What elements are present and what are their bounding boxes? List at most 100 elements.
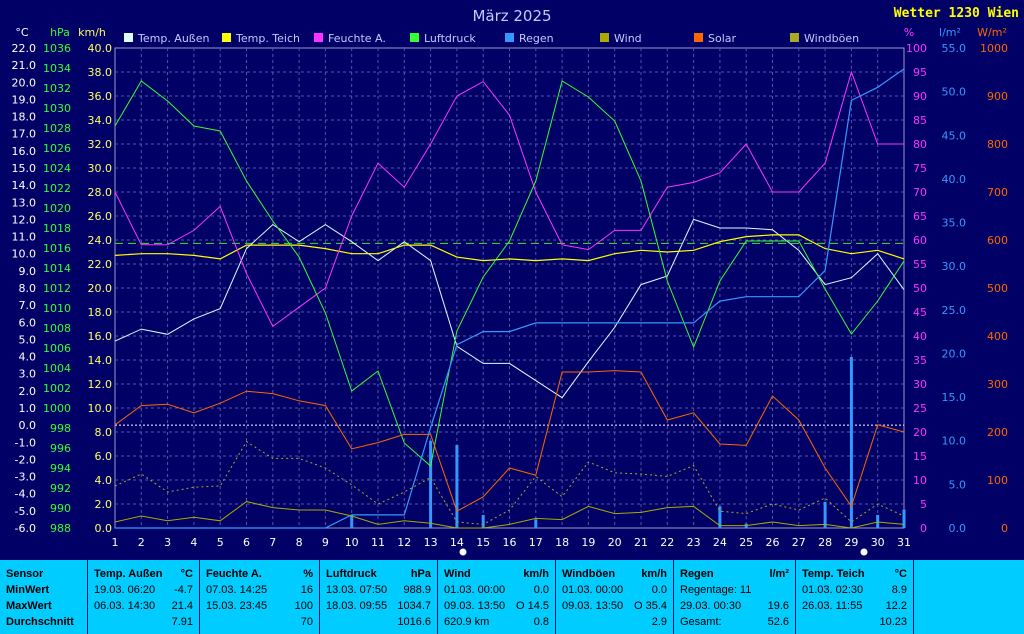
day-tick-label: 17 xyxy=(529,536,543,549)
legend-swatch xyxy=(600,33,609,42)
pressure-tick-label: 1018 xyxy=(43,222,71,235)
legend-label: Temp. Außen xyxy=(137,32,210,45)
row-label-max: MaxWert xyxy=(6,600,52,612)
wind-tick-label: 34.0 xyxy=(88,114,113,127)
day-tick-label: 21 xyxy=(634,536,648,549)
pressure-tick-label: 1002 xyxy=(43,382,71,395)
rain-tick-label: 35.0 xyxy=(942,217,967,230)
wind-tick-label: 28.0 xyxy=(88,186,113,199)
temp-tick-label: 19.0 xyxy=(12,93,37,106)
pressure-tick-label: 992 xyxy=(50,482,71,495)
stats-block: Luftdruck hPa 13.03. 07:50 988.9 18.03. 09:5… xyxy=(320,560,438,634)
day-tick-label: 27 xyxy=(792,536,806,549)
day-tick-label: 2 xyxy=(138,536,145,549)
max-value: 19.6 xyxy=(767,600,789,612)
day-tick-label: 26 xyxy=(766,536,780,549)
series-layer xyxy=(114,68,906,529)
humidity-tick-label: 90 xyxy=(913,90,927,103)
wind-tick-label: 14.0 xyxy=(88,354,113,367)
legend-swatch xyxy=(314,33,323,42)
solar-tick-label: 200 xyxy=(987,426,1008,439)
temp-tick-label: -3.0 xyxy=(15,471,36,484)
humidity-tick-label: 20 xyxy=(913,426,927,439)
day-tick-label: 23 xyxy=(687,536,701,549)
avg-value: 7.91 xyxy=(171,616,193,628)
wind-tick-label: 0.0 xyxy=(95,522,113,535)
wind-tick-label: 38.0 xyxy=(88,66,113,79)
stats-block-title: Temp. Außen xyxy=(94,568,163,580)
stats-block-title: Feuchte A. xyxy=(206,568,262,580)
temp-tick-label: 22.0 xyxy=(12,42,37,55)
min-value: -4.7 xyxy=(174,584,193,596)
rain-daily-bar xyxy=(849,356,853,528)
wind-unit: km/h xyxy=(78,26,106,39)
weather-chart: März 2025 Wetter 1230 Wien °C hPa km/h %… xyxy=(12,6,1019,557)
stats-block: Regen l/m² Regentage: 11 29.03. 00:30 19.6 Ge… xyxy=(674,560,796,634)
grid xyxy=(114,47,905,529)
solar-tick-label: 0 xyxy=(1001,522,1008,535)
pressure-tick-label: 1034 xyxy=(43,62,71,75)
wind-tick-label: 12.0 xyxy=(88,378,113,391)
humidity-tick-label: 95 xyxy=(913,66,927,79)
avg-value: 2.9 xyxy=(651,616,667,628)
pressure-tick-label: 1016 xyxy=(43,242,71,255)
day-tick-label: 28 xyxy=(818,536,832,549)
chart-title: März 2025 xyxy=(472,7,551,25)
stats-block-unit: km/h xyxy=(641,568,667,580)
pressure-tick-label: 1008 xyxy=(43,322,71,335)
humidity-tick-label: 15 xyxy=(913,450,927,463)
pressure-tick-label: 1026 xyxy=(43,142,71,155)
avg-extra: Gesamt: xyxy=(680,616,722,628)
series-line xyxy=(114,234,905,262)
stats-block: Temp. Teich °C 01.03. 02:30 8.9 26.03. 11:55… xyxy=(796,560,914,634)
day-tick-label: 29 xyxy=(844,536,858,549)
wind-tick-label: 8.0 xyxy=(95,426,113,439)
temp-tick-label: 17.0 xyxy=(12,128,37,141)
pressure-tick-label: 1024 xyxy=(43,162,71,175)
humidity-tick-label: 65 xyxy=(913,210,927,223)
row-label-min: MinWert xyxy=(6,584,50,596)
day-tick-label: 16 xyxy=(503,536,517,549)
rain-daily-bar xyxy=(455,445,459,528)
row-label-sensor: Sensor xyxy=(6,568,44,580)
min-value: 0.0 xyxy=(651,584,667,596)
rain-tick-label: 30.0 xyxy=(942,260,967,273)
stats-block-unit: °C xyxy=(894,568,907,580)
wind-tick-label: 24.0 xyxy=(88,234,113,247)
day-tick-label: 7 xyxy=(269,536,276,549)
rain-tick-label: 45.0 xyxy=(942,129,967,142)
rain-daily-bar xyxy=(876,514,880,528)
day-tick-label: 11 xyxy=(371,536,385,549)
humidity-unit: % xyxy=(904,26,914,39)
pressure-tick-label: 1006 xyxy=(43,342,71,355)
legend-label: Temp. Teich xyxy=(235,32,300,45)
temp-tick-label: 6.0 xyxy=(19,316,37,329)
moon-markers xyxy=(458,547,869,557)
max-time: 15.03. 23:45 xyxy=(206,600,268,612)
legend-swatch xyxy=(694,33,703,42)
legend-label: Wind xyxy=(614,32,642,45)
temp-tick-label: 0.0 xyxy=(19,419,37,432)
day-tick-label: 6 xyxy=(243,536,250,549)
max-time: 18.03. 09:55 xyxy=(326,600,388,612)
wind-tick-label: 10.0 xyxy=(88,402,113,415)
station-brand: Wetter 1230 Wien xyxy=(894,6,1019,21)
rain-daily-bar xyxy=(823,501,827,528)
min-value: 0.0 xyxy=(533,584,549,596)
series-line xyxy=(114,218,905,399)
wind-tick-label: 26.0 xyxy=(88,210,113,223)
pressure-tick-label: 1032 xyxy=(43,82,71,95)
humidity-tick-label: 55 xyxy=(913,258,927,271)
min-time: 19.03. 06:20 xyxy=(94,584,156,596)
day-tick-label: 30 xyxy=(871,536,885,549)
pressure-tick-label: 1014 xyxy=(43,262,71,275)
stats-block: Feuchte A.% 07.03. 14:25 16 15.03. 23:45 100… xyxy=(200,560,320,634)
avg-value: 0.8 xyxy=(533,616,549,628)
temp-tick-label: 15.0 xyxy=(12,162,37,175)
rain-daily-bar xyxy=(718,506,722,528)
wind-tick-label: 2.0 xyxy=(95,498,113,511)
humidity-tick-label: 70 xyxy=(913,186,927,199)
day-tick-label: 8 xyxy=(296,536,303,549)
legend-swatch xyxy=(505,33,514,42)
row-label-avg: Durchschnitt xyxy=(6,616,74,628)
